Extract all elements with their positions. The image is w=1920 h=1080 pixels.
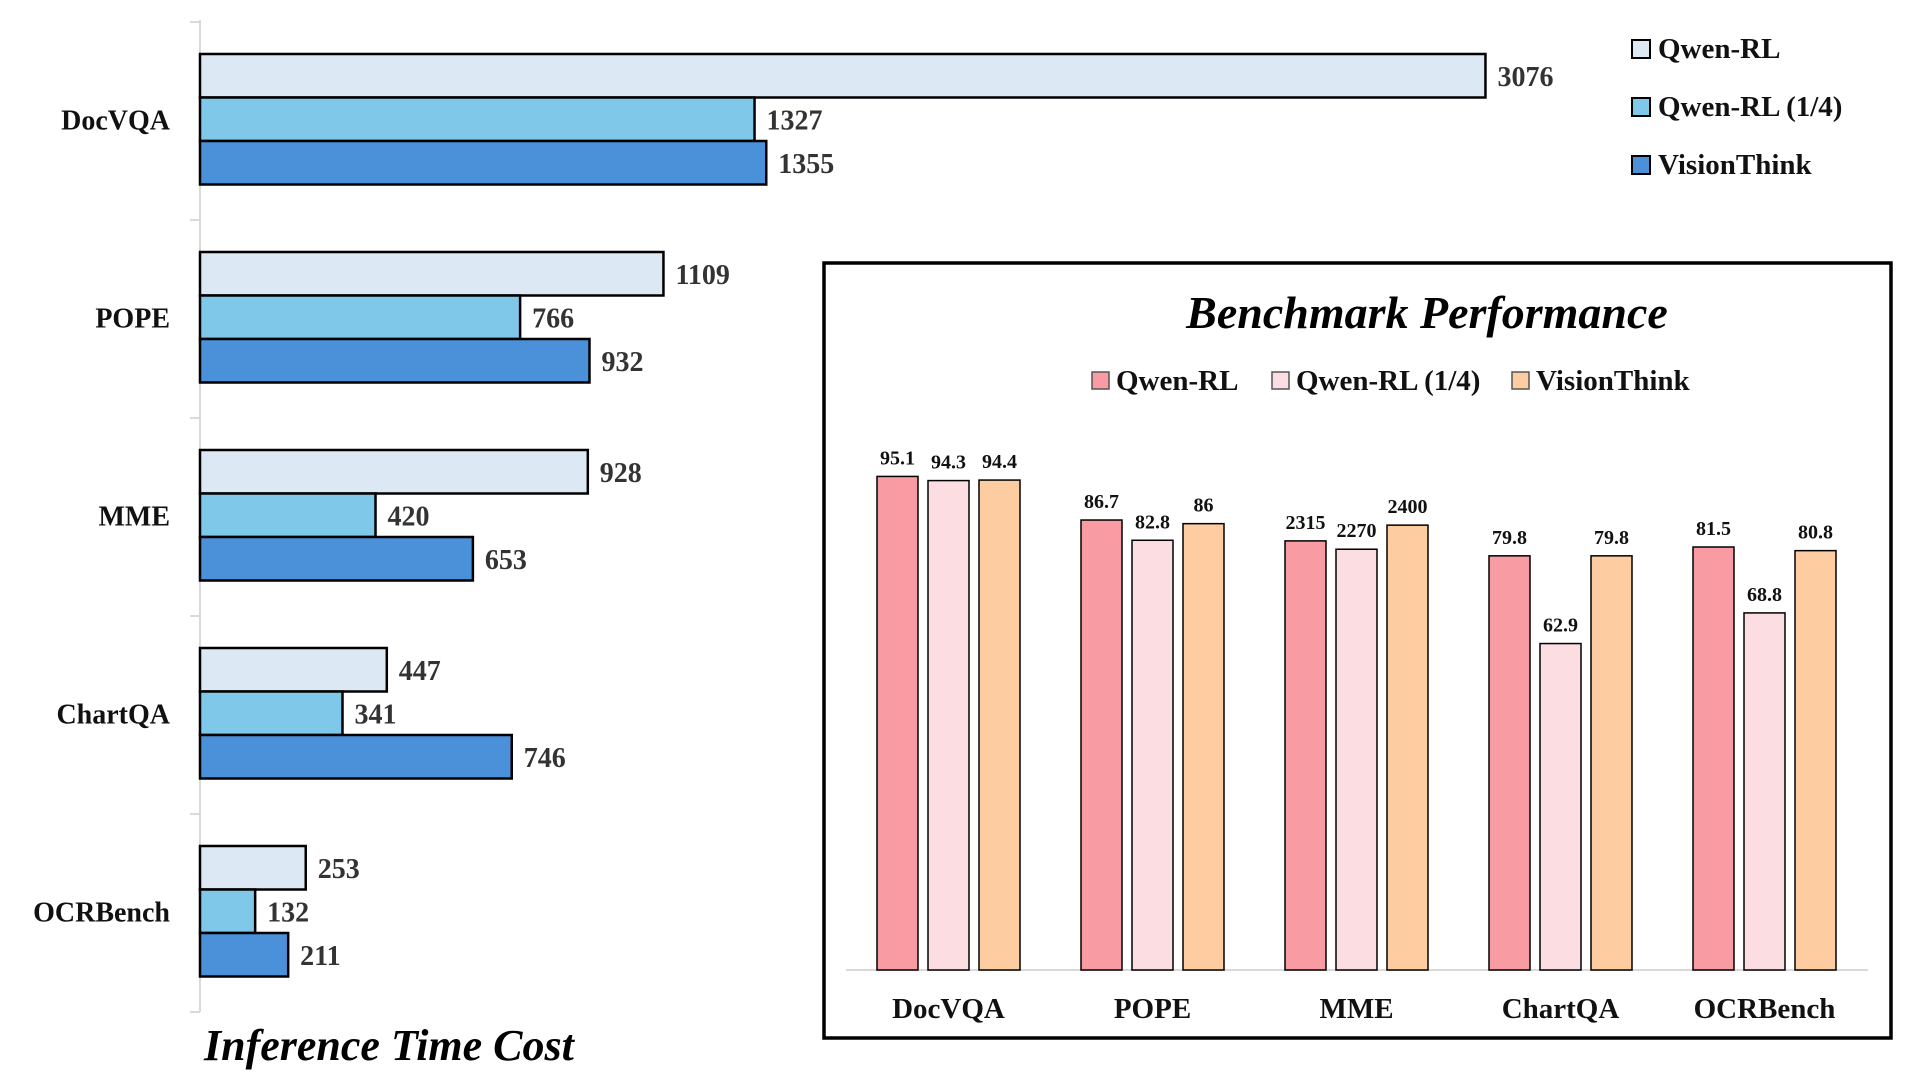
category-label-chartqa: ChartQA	[1502, 993, 1620, 1025]
legend-label-visionthink: VisionThink	[1658, 149, 1813, 181]
legend-swatch-qwen-rl-1-4	[1271, 371, 1290, 390]
value-label-qwen-rl-1-4-chartqa: 341	[355, 699, 397, 730]
bar-visionthink-pope	[198, 337, 591, 384]
bar-qwen-rl-pope	[198, 250, 665, 297]
legend-swatch-visionthink	[1511, 371, 1530, 390]
bar-qwen-rl-1-4-docvqa	[198, 96, 756, 143]
category-label-ocrbench: OCRBench	[1694, 993, 1836, 1025]
value-label-visionthink-docvqa: 94.4	[982, 451, 1017, 473]
bar-qwen-rl-chartqa	[1488, 555, 1531, 971]
value-label-qwen-rl-1-4-mme: 2270	[1337, 520, 1377, 542]
bar-qwen-rl-1-4-pope	[1131, 539, 1174, 971]
value-label-qwen-rl-ocrbench: 81.5	[1696, 518, 1731, 540]
value-label-qwen-rl-1-4-docvqa: 94.3	[931, 452, 966, 474]
value-label-qwen-rl-1-4-mme: 420	[388, 501, 430, 532]
bar-visionthink-docvqa	[978, 479, 1021, 971]
bar-visionthink-ocrbench	[1794, 549, 1837, 971]
bar-qwen-rl-1-4-chartqa	[1539, 642, 1582, 971]
category-label-docvqa: DocVQA	[61, 105, 171, 136]
legend-label-qwen-rl-1-4: Qwen-RL (1/4)	[1658, 91, 1842, 123]
category-label-mme: MME	[1319, 993, 1393, 1025]
bar-visionthink-docvqa	[198, 139, 768, 186]
bar-qwen-rl-1-4-pope	[198, 294, 522, 341]
value-label-visionthink-chartqa: 746	[524, 743, 566, 774]
chart-title: Benchmark Performance	[1185, 287, 1668, 338]
value-label-qwen-rl-pope: 86.7	[1084, 491, 1119, 513]
bar-qwen-rl-1-4-chartqa	[198, 690, 344, 737]
bar-visionthink-chartqa	[1590, 555, 1633, 971]
bar-visionthink-chartqa	[198, 733, 514, 780]
value-label-qwen-rl-ocrbench: 253	[318, 854, 360, 885]
value-label-qwen-rl-docvqa: 3076	[1497, 62, 1553, 93]
value-label-visionthink-ocrbench: 80.8	[1798, 522, 1833, 544]
value-label-qwen-rl-1-4-ocrbench: 132	[267, 897, 309, 928]
bar-qwen-rl-pope	[1080, 519, 1123, 971]
bar-qwen-rl-1-4-ocrbench	[198, 888, 257, 935]
value-label-qwen-rl-1-4-ocrbench: 68.8	[1747, 584, 1782, 606]
value-label-qwen-rl-docvqa: 95.1	[880, 447, 915, 469]
bar-qwen-rl-1-4-ocrbench	[1743, 612, 1786, 971]
value-label-qwen-rl-pope: 1109	[675, 260, 729, 291]
bar-qwen-rl-1-4-docvqa	[927, 479, 970, 971]
value-label-qwen-rl-1-4-chartqa: 62.9	[1543, 615, 1578, 637]
bar-qwen-rl-chartqa	[198, 646, 389, 693]
bar-visionthink-ocrbench	[198, 931, 290, 978]
bar-visionthink-mme	[1386, 524, 1429, 971]
bar-qwen-rl-ocrbench	[198, 844, 307, 891]
benchmark-performance-chart: Benchmark Performance Qwen-RL Qwen-RL (1/4…	[822, 261, 1893, 1040]
value-label-visionthink-pope: 932	[601, 347, 643, 378]
value-label-visionthink-chartqa: 79.8	[1594, 527, 1629, 549]
legend-label-visionthink: VisionThink	[1536, 365, 1691, 397]
value-label-visionthink-docvqa: 1355	[778, 149, 834, 180]
category-label-mme: MME	[98, 501, 170, 532]
value-label-qwen-rl-1-4-pope: 82.8	[1135, 511, 1170, 533]
bar-qwen-rl-1-4-mme	[1335, 548, 1378, 971]
bar-qwen-rl-ocrbench	[1692, 546, 1735, 971]
legend-swatch-visionthink	[1631, 155, 1651, 175]
category-label-docvqa: DocVQA	[892, 993, 1005, 1025]
bar-qwen-rl-docvqa	[876, 475, 919, 971]
value-label-qwen-rl-mme: 928	[600, 458, 642, 489]
value-label-qwen-rl-1-4-docvqa: 1327	[767, 105, 823, 136]
value-label-qwen-rl-mme: 2315	[1286, 512, 1326, 534]
category-label-pope: POPE	[1114, 993, 1191, 1025]
value-label-visionthink-mme: 653	[485, 545, 527, 576]
inference-time-chart: DocVQA 3076 1327 1355 POPE 1109 766 932 MME 928 42…	[33, 20, 1842, 1070]
value-label-visionthink-mme: 2400	[1388, 496, 1428, 518]
value-label-visionthink-pope: 86	[1194, 495, 1214, 517]
value-label-qwen-rl-chartqa: 79.8	[1492, 527, 1527, 549]
chart-title: Inference Time Cost	[203, 1021, 576, 1070]
bar-visionthink-mme	[198, 535, 475, 582]
value-label-qwen-rl-1-4-pope: 766	[532, 303, 574, 334]
category-label-chartqa: ChartQA	[56, 699, 170, 730]
bar-visionthink-pope	[1182, 522, 1225, 971]
legend-label-qwen-rl: Qwen-RL	[1116, 365, 1238, 397]
bar-qwen-rl-mme	[1284, 540, 1327, 971]
bar-qwen-rl-docvqa	[198, 52, 1487, 99]
legend-label-qwen-rl: Qwen-RL	[1658, 33, 1780, 65]
category-label-ocrbench: OCRBench	[33, 897, 170, 928]
bar-qwen-rl-1-4-mme	[198, 492, 377, 539]
bar-qwen-rl-mme	[198, 448, 590, 495]
legend-swatch-qwen-rl-1-4	[1631, 97, 1651, 117]
value-label-visionthink-ocrbench: 211	[300, 941, 340, 972]
value-label-qwen-rl-chartqa: 447	[399, 656, 441, 687]
legend-swatch-qwen-rl	[1631, 39, 1651, 59]
legend-swatch-qwen-rl	[1091, 371, 1110, 390]
legend-label-qwen-rl-1-4: Qwen-RL (1/4)	[1296, 365, 1480, 397]
category-label-pope: POPE	[95, 303, 170, 334]
